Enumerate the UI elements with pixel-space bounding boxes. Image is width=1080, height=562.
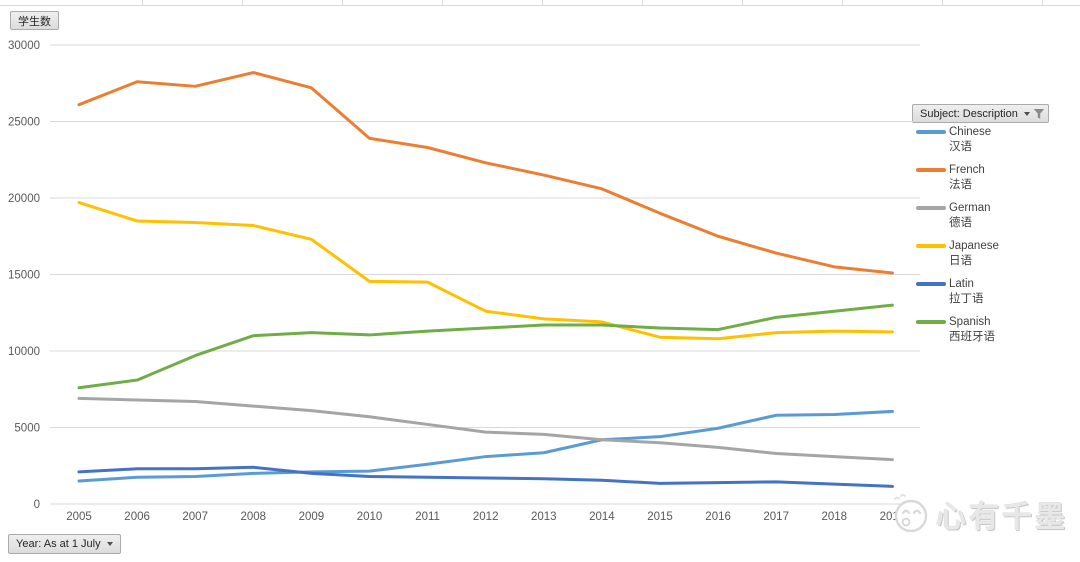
legend-label-latin: Latin 拉丁语 bbox=[949, 278, 984, 305]
y-tick-label: 0 bbox=[34, 499, 40, 511]
y-tick-label: 20000 bbox=[8, 193, 40, 205]
spreadsheet-row-strip bbox=[0, 0, 1080, 6]
legend-swatch-german bbox=[916, 206, 946, 210]
watermark-text: 心有千墨 bbox=[936, 501, 1068, 534]
x-tick-label: 2016 bbox=[705, 511, 731, 523]
x-tick-label: 2008 bbox=[241, 511, 267, 523]
legend-item-french: French 法语 bbox=[916, 163, 999, 192]
series-line-japanese bbox=[77, 201, 894, 341]
x-tick-label: 2010 bbox=[357, 511, 383, 523]
legend-label-chinese: Chinese 汉语 bbox=[949, 126, 992, 153]
x-tick-label: 2018 bbox=[822, 511, 848, 523]
legend-swatch-latin bbox=[916, 282, 946, 286]
y-tick-label: 5000 bbox=[14, 423, 40, 435]
x-tick-label: 2005 bbox=[66, 511, 92, 523]
y-tick-label: 10000 bbox=[8, 346, 40, 358]
legend: Chinese 汉语 French 法语 German 德语 Japanese 日语 Latin… bbox=[916, 125, 999, 353]
year-filter-button[interactable]: Year: As at 1 July bbox=[8, 534, 121, 554]
x-tick-label: 2014 bbox=[589, 511, 615, 523]
y-tick-label: 15000 bbox=[8, 270, 40, 282]
legend-filter-button[interactable]: Subject: Description bbox=[912, 104, 1049, 123]
legend-item-spanish: Spanish 西班牙语 bbox=[916, 315, 999, 344]
legend-item-chinese: Chinese 汉语 bbox=[916, 125, 999, 154]
legend-swatch-spanish bbox=[916, 320, 946, 324]
watermark: 心有千墨 bbox=[888, 492, 1068, 536]
legend-item-japanese: Japanese 日语 bbox=[916, 239, 999, 268]
value-field-label: 学生数 bbox=[18, 15, 51, 28]
legend-label-japanese: Japanese 日语 bbox=[949, 240, 999, 267]
legend-label-french: French 法语 bbox=[949, 164, 985, 191]
series-line-latin bbox=[77, 465, 894, 488]
x-tick-label: 2017 bbox=[763, 511, 789, 523]
legend-swatch-french bbox=[916, 168, 946, 172]
legend-item-german: German 德语 bbox=[916, 201, 999, 230]
series-line-chinese bbox=[77, 409, 894, 483]
x-tick-label: 2009 bbox=[299, 511, 325, 523]
legend-filter-label: Subject: Description bbox=[920, 107, 1018, 120]
x-tick-label: 2013 bbox=[531, 511, 557, 523]
series-line-german bbox=[77, 396, 894, 462]
x-tick-label: 2015 bbox=[647, 511, 673, 523]
legend-label-german: German 德语 bbox=[949, 202, 991, 229]
x-tick-label: 2012 bbox=[473, 511, 499, 523]
y-tick-label: 30000 bbox=[8, 40, 40, 52]
legend-label-spanish: Spanish 西班牙语 bbox=[949, 316, 995, 343]
funnel-icon bbox=[1033, 108, 1045, 119]
year-filter-label: Year: As at 1 July bbox=[16, 538, 101, 550]
legend-filter-icons bbox=[1018, 108, 1045, 120]
legend-item-latin: Latin 拉丁语 bbox=[916, 277, 999, 306]
series-line-spanish bbox=[77, 303, 894, 390]
smiley-face-icon bbox=[894, 493, 928, 533]
y-tick-label: 25000 bbox=[8, 117, 40, 129]
x-tick-label: 2006 bbox=[124, 511, 150, 523]
series-line-french bbox=[77, 71, 894, 275]
x-tick-label: 2007 bbox=[182, 511, 208, 523]
chevron-down-icon bbox=[107, 542, 113, 546]
x-tick-label: 2011 bbox=[415, 511, 440, 523]
chevron-down-icon bbox=[1023, 111, 1030, 116]
legend-swatch-japanese bbox=[916, 244, 946, 248]
value-axis-field-button[interactable]: 学生数 bbox=[10, 11, 59, 30]
legend-swatch-chinese bbox=[916, 130, 946, 134]
